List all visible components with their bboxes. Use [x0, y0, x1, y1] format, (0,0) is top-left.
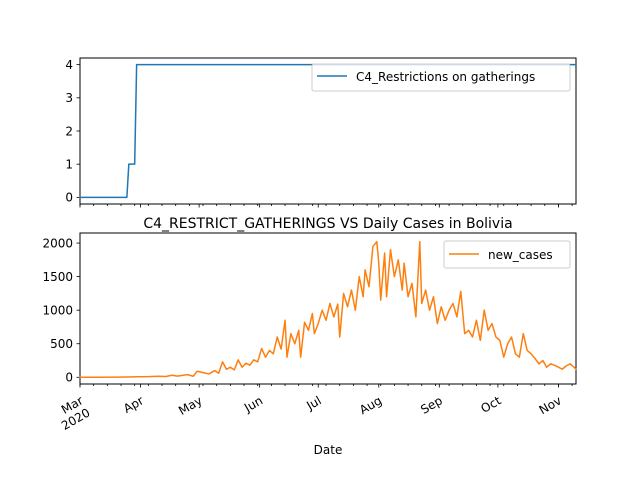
y-tick-label: 4 — [65, 58, 73, 72]
x-tick-label-line: Jul — [303, 393, 323, 413]
y-tick-label: 3 — [65, 91, 73, 105]
bottom-axes: C4_RESTRICT_GATHERINGS VS Daily Cases in… — [42, 216, 578, 457]
y-tick-label: 1500 — [42, 270, 73, 284]
bottom-legend: new_cases — [443, 240, 571, 269]
y-tick-label: 1000 — [42, 303, 73, 317]
y-tick-label: 0 — [65, 191, 73, 205]
bottom-legend-box — [443, 240, 571, 269]
bottom-y-ticks: 0 500 1000 1500 2000 — [42, 236, 80, 385]
y-tick-label: 500 — [50, 337, 73, 351]
y-tick-label: 2000 — [42, 236, 73, 250]
chart-title: C4_RESTRICT_GATHERINGS VS Daily Cases in… — [143, 216, 512, 232]
x-axis-label: Date — [314, 443, 343, 457]
restrictions-series-line — [79, 63, 577, 199]
bottom-legend-label: new_cases — [488, 248, 553, 262]
y-tick-label: 2 — [65, 124, 73, 138]
top-legend: C4_Restrictions on gatherings — [311, 63, 571, 92]
top-legend-label: C4_Restrictions on gatherings — [356, 70, 535, 84]
x-tick-label: Jul — [303, 393, 323, 413]
top-legend-box — [311, 63, 571, 92]
top-x-ticks — [79, 204, 573, 208]
y-tick-label: 0 — [65, 371, 73, 385]
top-axes: 0 1 2 3 4 C4_Restrictions on gatherings — [65, 57, 577, 208]
y-tick-label: 1 — [65, 157, 73, 171]
bottom-axes-frame — [79, 232, 577, 385]
new-cases-series-line — [79, 240, 578, 379]
